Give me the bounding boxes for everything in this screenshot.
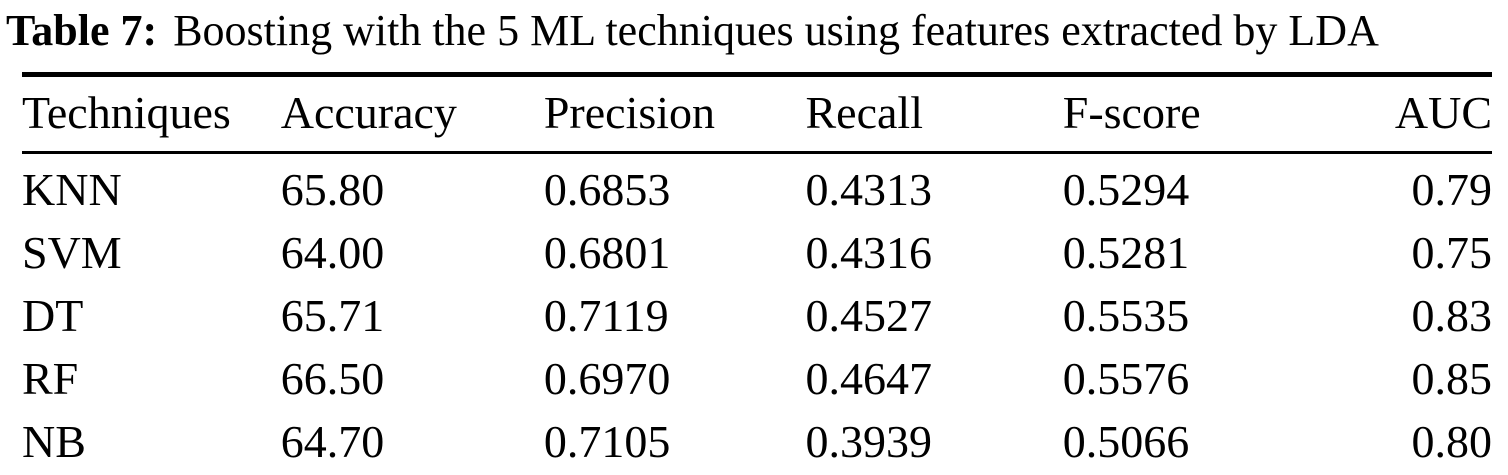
table-row-nb: NB 64.70 0.7105 0.3939 0.5066 0.80: [22, 411, 1492, 475]
table-row-knn: KNN 65.80 0.6853 0.4313 0.5294 0.79: [22, 153, 1492, 223]
table-row-dt: DT 65.71 0.7119 0.4527 0.5535 0.83: [22, 285, 1492, 348]
value-cell-accuracy: 65.80: [280, 164, 385, 215]
header-row: Techniques Accuracy Precision Recall F-score…: [22, 74, 1492, 154]
table-caption-label: Table 7:: [6, 6, 158, 55]
value-cell-f-score: 0.5535: [1062, 290, 1190, 341]
technique-cell: RF: [22, 353, 79, 404]
value-cell-precision: 0.7105: [543, 416, 671, 467]
technique-cell: DT: [22, 290, 84, 341]
value-cell-auc: 0.80: [1411, 416, 1493, 467]
value-cell-f-score: 0.5281: [1062, 227, 1190, 278]
table-row-rf: RF 66.50 0.6970 0.4647 0.5576 0.85: [22, 348, 1492, 411]
value-cell-recall: 0.3939: [805, 416, 933, 467]
column-header-precision: Precision: [543, 74, 806, 154]
table-row-svm: SVM 64.00 0.6801 0.4316 0.5281 0.75: [22, 222, 1492, 285]
value-cell-auc: 0.79: [1411, 164, 1493, 215]
value-cell-recall: 0.4313: [805, 164, 933, 215]
column-header-accuracy: Accuracy: [280, 74, 544, 154]
value-cell-recall: 0.4527: [805, 290, 933, 341]
technique-cell: SVM: [22, 227, 122, 278]
value-cell-auc: 0.85: [1411, 353, 1493, 404]
value-cell-recall: 0.4316: [805, 227, 933, 278]
technique-cell: KNN: [22, 164, 122, 215]
table-caption: Table 7: Boosting with the 5 ML technique…: [6, 2, 1508, 60]
value-cell-f-score: 0.5576: [1062, 353, 1190, 404]
column-header-recall: Recall: [805, 74, 1063, 154]
value-cell-f-score: 0.5066: [1062, 416, 1190, 467]
value-cell-auc: 0.75: [1411, 227, 1493, 278]
value-cell-precision: 0.6801: [543, 227, 671, 278]
value-cell-accuracy: 65.71: [280, 290, 385, 341]
column-header-auc: AUC: [1317, 74, 1492, 154]
value-cell-accuracy: 64.70: [280, 416, 385, 467]
value-cell-recall: 0.4647: [805, 353, 933, 404]
value-cell-precision: 0.7119: [543, 290, 669, 341]
value-cell-auc: 0.83: [1411, 290, 1493, 341]
value-cell-precision: 0.6970: [543, 353, 671, 404]
value-cell-f-score: 0.5294: [1062, 164, 1190, 215]
results-table: Techniques Accuracy Precision Recall F-score…: [22, 72, 1492, 475]
value-cell-precision: 0.6853: [543, 164, 671, 215]
technique-cell: NB: [22, 416, 86, 467]
table-body: KNN 65.80 0.6853 0.4313 0.5294 0.79 SVM 64.00 0.…: [22, 153, 1492, 475]
table-caption-text: Boosting with the 5 ML techniques using …: [173, 6, 1379, 55]
column-header-f-score: F-score: [1062, 74, 1318, 154]
column-header-techniques: Techniques: [22, 74, 281, 154]
value-cell-accuracy: 64.00: [280, 227, 385, 278]
value-cell-accuracy: 66.50: [280, 353, 385, 404]
